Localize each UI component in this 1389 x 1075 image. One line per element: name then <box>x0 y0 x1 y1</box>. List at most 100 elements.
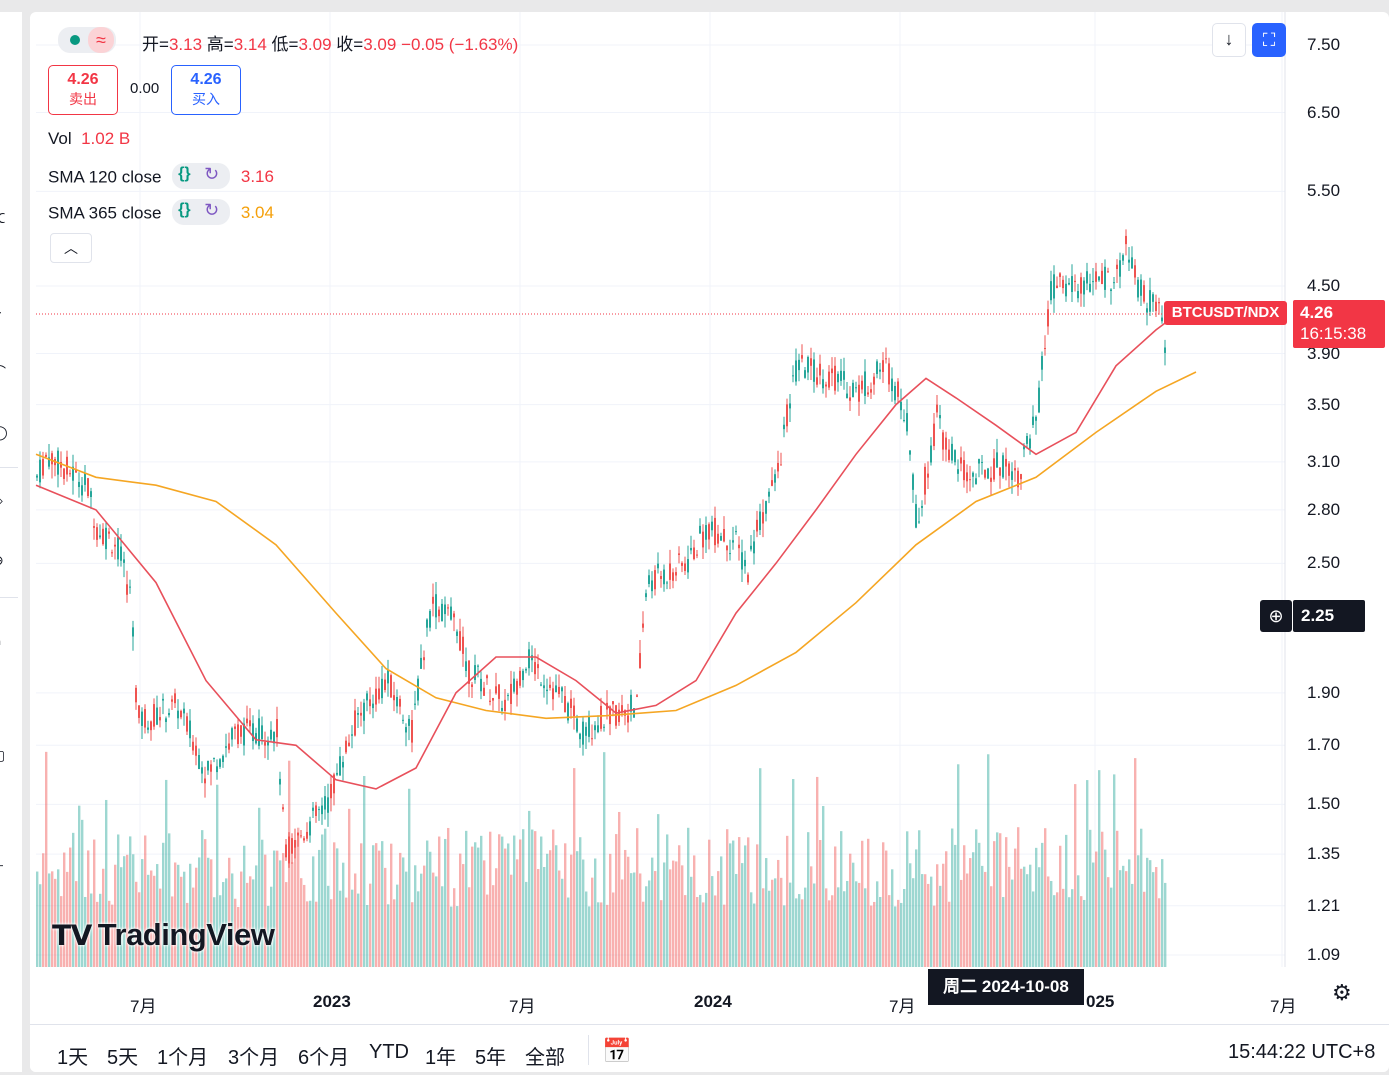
range-5y[interactable]: 5年 <box>475 1047 507 1069</box>
volume-bar <box>588 906 591 967</box>
candle-body <box>717 533 719 544</box>
magnet-tool-icon[interactable]: ∩ <box>0 632 10 648</box>
volume-bar <box>720 856 723 967</box>
candle-body <box>186 716 188 732</box>
candle-body <box>108 531 110 534</box>
range-1d[interactable]: 1天 <box>57 1047 89 1069</box>
trendline-tool-icon[interactable]: ≡ <box>0 157 10 173</box>
vol-legend[interactable]: Vol 1.02 B <box>48 129 130 149</box>
range-all[interactable]: 全部 <box>525 1047 565 1069</box>
range-5d[interactable]: 5天 <box>107 1047 139 1069</box>
refresh-icon[interactable]: ↻ <box>204 200 220 220</box>
volume-bar <box>561 878 564 967</box>
range-3m[interactable]: 3个月 <box>228 1047 280 1069</box>
candle-body <box>783 424 785 430</box>
volume-bar <box>222 882 225 967</box>
add-alert-icon[interactable]: ⊕ <box>1260 600 1292 632</box>
volume-bar <box>576 851 579 967</box>
scroll-down-button[interactable]: ↓ <box>1212 23 1246 57</box>
candle-body <box>828 371 830 388</box>
emoji-tool-icon[interactable]: ◯ <box>0 424 10 440</box>
range-ytd[interactable]: YTD <box>369 1041 409 1063</box>
legend-status-pill[interactable]: ≈ <box>58 27 116 53</box>
candle-body <box>156 707 158 725</box>
volume-bar <box>108 900 111 967</box>
source-code-icon[interactable]: {} <box>178 165 191 182</box>
candle-body <box>990 477 992 482</box>
candle-body <box>882 360 884 372</box>
candle-body <box>756 519 758 532</box>
measure-tool-icon[interactable]: ◇ <box>0 492 10 508</box>
hide-tool-icon[interactable]: ▢ <box>0 747 10 763</box>
candle-body <box>228 743 230 750</box>
volume-bar <box>837 887 840 967</box>
pattern-tool-icon[interactable]: ⋮ <box>0 264 10 280</box>
zoom-tool-icon[interactable]: ⊕ <box>0 552 10 568</box>
sell-button[interactable]: 4.26 卖出 <box>48 65 118 115</box>
volume-bar <box>639 873 642 967</box>
volume-bar <box>300 878 303 967</box>
range-6m[interactable]: 6个月 <box>298 1047 350 1069</box>
brush-tool-icon[interactable]: ╱ <box>0 312 10 328</box>
candle-body <box>993 458 995 480</box>
candle-body <box>825 384 827 387</box>
candle-body <box>1137 279 1139 298</box>
range-1m[interactable]: 1个月 <box>157 1047 209 1069</box>
volume-bar <box>867 838 870 967</box>
crosshair-tool-icon[interactable]: ᛜ <box>0 90 10 106</box>
candle-body <box>741 552 743 570</box>
sma365-legend[interactable]: SMA 365 close {} ↻ 3.04 <box>48 199 274 227</box>
price-axis-label: 3.90 <box>1307 343 1341 363</box>
clock[interactable]: 15:44:22 UTC+8 <box>1228 1041 1376 1063</box>
candle-body <box>486 675 488 679</box>
candle-body <box>324 796 326 810</box>
sma120-actions[interactable]: {} ↻ <box>172 163 231 189</box>
text-tool-icon[interactable]: ⌒ <box>0 362 10 380</box>
volume-bar <box>1080 896 1083 967</box>
toolbar-divider <box>0 467 18 468</box>
source-code-icon[interactable]: {} <box>178 201 191 218</box>
vol-value: 1.02 B <box>81 129 131 148</box>
candle-body <box>453 613 455 618</box>
volume-bar <box>621 879 624 967</box>
volume-bar <box>150 870 153 967</box>
candle-body <box>174 693 176 704</box>
candle-body <box>468 660 470 684</box>
fullscreen-button[interactable]: ⛶ <box>1252 23 1286 57</box>
price-axis-label: 1.50 <box>1307 794 1341 814</box>
sma120-legend[interactable]: SMA 120 close {} ↻ 3.16 <box>48 163 274 191</box>
volume-bar <box>54 878 57 967</box>
price-chart[interactable] <box>30 12 1389 1024</box>
volume-bar <box>75 881 78 967</box>
volume-bar <box>96 901 99 967</box>
date-range-calendar-icon[interactable]: 📅 <box>602 1038 632 1065</box>
volume-bar <box>879 897 882 967</box>
trash-tool-icon[interactable]: ⊤ <box>0 862 10 878</box>
volume-bar <box>162 842 165 967</box>
candle-body <box>699 525 701 534</box>
settings-gear-icon[interactable]: ⚙ <box>1332 980 1352 1005</box>
sma365-actions[interactable]: {} ↻ <box>172 199 231 225</box>
candle-body <box>99 535 101 538</box>
candle-body <box>81 485 83 496</box>
range-1y[interactable]: 1年 <box>425 1047 457 1069</box>
volume-bar <box>1146 857 1149 967</box>
candle-body <box>495 686 497 694</box>
candle-body <box>504 699 506 712</box>
collapse-legend-button[interactable]: ︿ <box>50 233 92 263</box>
candle-body <box>264 742 266 746</box>
eye-tool-icon[interactable]: ◊ <box>0 792 10 806</box>
fib-tool-icon[interactable]: ⵋ <box>0 210 10 226</box>
volume-bar <box>915 849 918 967</box>
refresh-icon[interactable]: ↻ <box>204 164 220 184</box>
volume-bar <box>990 886 993 967</box>
candle-body <box>861 380 863 390</box>
lock-tool-icon[interactable]: ⌂ <box>0 692 10 708</box>
candle-body <box>846 393 848 399</box>
buy-button[interactable]: 4.26 买入 <box>171 65 241 115</box>
candle-body <box>1053 274 1055 299</box>
volume-bar <box>276 850 279 967</box>
volume-bar <box>51 871 54 967</box>
volume-bar <box>552 829 555 967</box>
candle-body <box>690 547 692 551</box>
